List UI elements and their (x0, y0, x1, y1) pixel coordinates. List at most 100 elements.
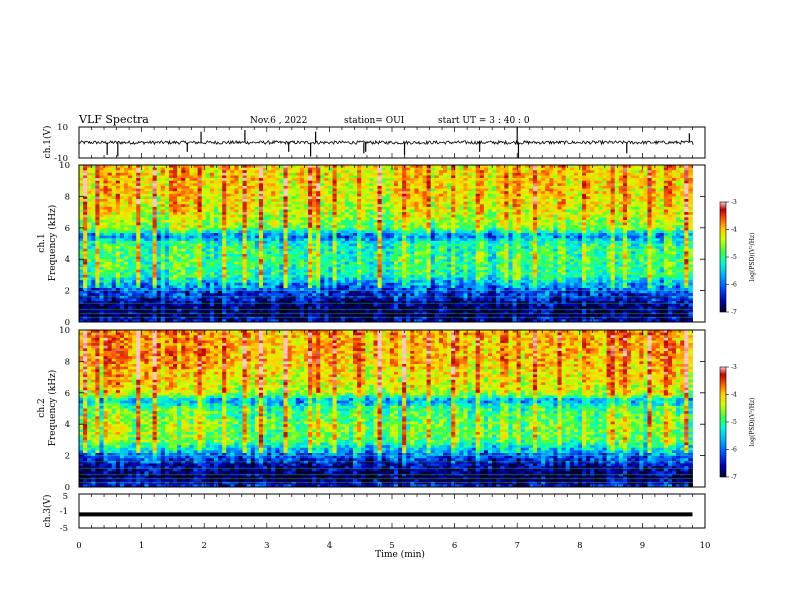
spectrogram-cell (250, 274, 256, 278)
spectrogram-cell (168, 282, 174, 286)
spectrogram-cell (320, 178, 325, 182)
spectrogram-cell (107, 222, 113, 226)
spectrogram-cell (393, 233, 399, 237)
spectrogram-cell (168, 206, 174, 210)
spectrogram-cell (185, 170, 190, 174)
spectrogram-cell (271, 212, 276, 216)
spectrogram-cell (218, 274, 223, 278)
spectrogram-cell (160, 248, 166, 252)
spectrogram-cell (361, 235, 366, 239)
spectrogram-cell (402, 191, 407, 195)
spectrogram-cell (87, 193, 92, 197)
spectrogram-cell (99, 180, 104, 184)
spectrogram-cell (312, 167, 317, 171)
spectrogram-cell (254, 199, 260, 203)
spectrogram-cell (393, 290, 399, 294)
spectrogram-cell (242, 227, 248, 231)
spectrogram-cell (119, 219, 125, 223)
spectrogram-cell (324, 175, 329, 179)
spectrogram-cell (340, 280, 346, 284)
spectrogram-cell (238, 185, 243, 189)
spectrogram-cell (344, 227, 350, 231)
spectrogram-cell (144, 290, 149, 294)
spectrogram-cell (103, 238, 109, 242)
spectrogram-cell (177, 219, 182, 223)
spectrogram-cell (136, 193, 141, 197)
spectrogram-cell (87, 303, 92, 307)
spectrogram-cell (410, 274, 415, 278)
spectrogram-cell (312, 277, 317, 281)
spectrogram-cell (119, 170, 125, 174)
spectrogram-cell (144, 204, 149, 208)
spectrogram-cell (218, 180, 223, 184)
spectrogram-cell (205, 227, 211, 231)
spectrogram-cell (312, 230, 317, 234)
spectrogram-cell (107, 196, 113, 200)
spectrogram-cell (144, 306, 149, 310)
spectrogram-cell (226, 183, 231, 187)
spectrogram-cell (336, 206, 342, 210)
spectrogram-cell (132, 235, 137, 239)
spectrogram-cell (377, 180, 383, 184)
spectrogram-cell (267, 272, 272, 276)
spectrogram-cell (320, 269, 325, 273)
spectrogram-cell (361, 240, 366, 244)
spectrogram-cell (140, 212, 145, 216)
spectrogram-cell (91, 274, 96, 278)
spectrogram-cell (299, 235, 305, 239)
spectrogram-cell (189, 191, 194, 195)
spectrogram-cell (381, 206, 387, 210)
spectrogram-cell (222, 170, 227, 174)
spectrogram-cell (246, 225, 252, 229)
spectrogram-cell (271, 295, 276, 299)
spectrogram-cell (344, 282, 350, 286)
spectrogram-cell (213, 233, 219, 237)
spectrogram-cell (283, 170, 288, 174)
spectrogram-cell (246, 295, 252, 299)
spectrogram-cell (258, 225, 264, 229)
spectrogram-cell (398, 217, 403, 221)
spectrogram-cell (242, 261, 248, 265)
spectrogram-cell (173, 212, 178, 216)
spectrogram-cell (136, 295, 141, 299)
spectrogram-cell (213, 295, 219, 299)
spectrogram-cell (406, 298, 411, 302)
spectrogram-cell (83, 227, 88, 231)
spectrogram-cell (328, 246, 333, 250)
spectrogram-cell (168, 196, 174, 200)
spectrogram-cell (226, 285, 231, 289)
spectrogram-cell (201, 287, 207, 291)
spectrogram-cell (299, 204, 305, 208)
spectrogram-cell (156, 253, 162, 257)
spectrogram-cell (369, 303, 374, 307)
spectrogram-cell (361, 248, 366, 252)
spectrogram-cell (299, 227, 305, 231)
spectrogram-cell (205, 253, 211, 257)
spectrogram-cell (115, 248, 121, 252)
spectrogram-cell (340, 172, 346, 176)
spectrogram-cell (164, 259, 170, 263)
spectrogram-cell (336, 246, 342, 250)
spectrogram-cell (136, 282, 141, 286)
spectrogram-cell (336, 172, 342, 176)
spectrogram-cell (91, 287, 96, 291)
spectrogram-cell (385, 314, 391, 318)
spectrogram-cell (410, 290, 415, 294)
spectrogram-cell (381, 287, 387, 291)
spectrogram-cell (283, 243, 288, 247)
spectrogram-cell (279, 217, 284, 221)
spectrogram-cell (79, 314, 84, 318)
spectrogram-cell (389, 219, 395, 223)
spectrogram-cell (299, 209, 305, 213)
spectrogram-cell (177, 303, 182, 307)
spectrogram-cell (119, 222, 125, 226)
spectrogram-cell (385, 256, 391, 260)
spectrogram-cell (213, 178, 219, 182)
spectrogram-cell (238, 243, 243, 247)
spectrogram-cell (156, 235, 162, 239)
spectrogram-cell (209, 175, 215, 179)
spectrogram-cell (328, 314, 333, 318)
spectrogram-cell (393, 285, 399, 289)
spectrogram-cell (361, 264, 366, 268)
spectrogram-cell (328, 267, 333, 271)
